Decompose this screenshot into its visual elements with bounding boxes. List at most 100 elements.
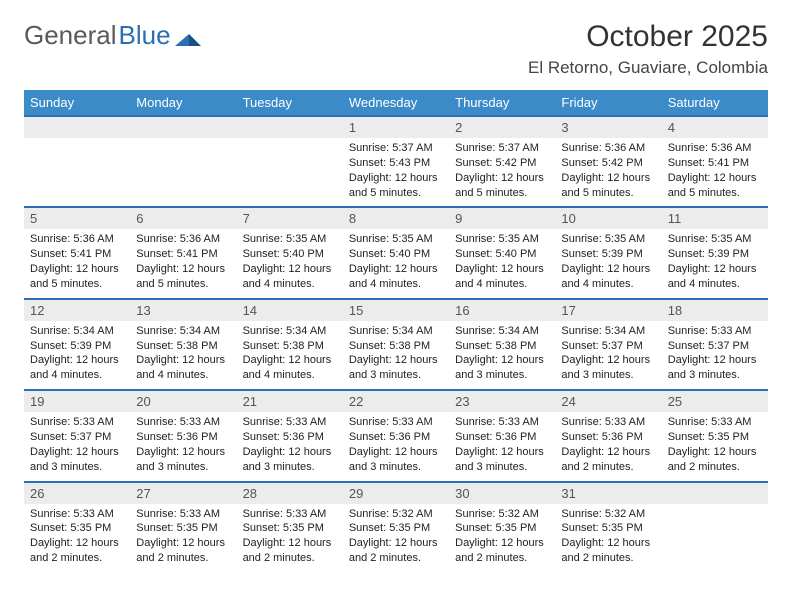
calendar-cell: 19Sunrise: 5:33 AMSunset: 5:37 PMDayligh… xyxy=(24,390,130,481)
calendar-week-row: 19Sunrise: 5:33 AMSunset: 5:37 PMDayligh… xyxy=(24,390,768,481)
sunset-text: Sunset: 5:36 PM xyxy=(136,430,230,445)
day-number: 9 xyxy=(449,208,555,229)
sunrise-text: Sunrise: 5:35 AM xyxy=(561,232,655,247)
day-number: 21 xyxy=(237,391,343,412)
daylight-text: Daylight: 12 hours and 4 minutes. xyxy=(30,353,124,383)
cell-body: Sunrise: 5:33 AMSunset: 5:35 PMDaylight:… xyxy=(237,504,343,572)
sunrise-text: Sunrise: 5:35 AM xyxy=(668,232,762,247)
calendar-cell: 23Sunrise: 5:33 AMSunset: 5:36 PMDayligh… xyxy=(449,390,555,481)
calendar-cell: 11Sunrise: 5:35 AMSunset: 5:39 PMDayligh… xyxy=(662,207,768,298)
calendar-cell xyxy=(130,116,236,207)
day-number: 11 xyxy=(662,208,768,229)
sunset-text: Sunset: 5:35 PM xyxy=(30,521,124,536)
calendar-week-row: 5Sunrise: 5:36 AMSunset: 5:41 PMDaylight… xyxy=(24,207,768,298)
cell-body: Sunrise: 5:34 AMSunset: 5:39 PMDaylight:… xyxy=(24,321,130,389)
cell-body: Sunrise: 5:35 AMSunset: 5:40 PMDaylight:… xyxy=(343,229,449,297)
calendar-cell: 4Sunrise: 5:36 AMSunset: 5:41 PMDaylight… xyxy=(662,116,768,207)
daylight-text: Daylight: 12 hours and 3 minutes. xyxy=(243,445,337,475)
logo-mark-icon xyxy=(175,26,203,46)
calendar-week-row: 26Sunrise: 5:33 AMSunset: 5:35 PMDayligh… xyxy=(24,482,768,572)
calendar-cell: 18Sunrise: 5:33 AMSunset: 5:37 PMDayligh… xyxy=(662,299,768,390)
sunset-text: Sunset: 5:41 PM xyxy=(668,156,762,171)
sunset-text: Sunset: 5:37 PM xyxy=(668,339,762,354)
day-number: 12 xyxy=(24,300,130,321)
calendar-cell: 6Sunrise: 5:36 AMSunset: 5:41 PMDaylight… xyxy=(130,207,236,298)
calendar-cell: 28Sunrise: 5:33 AMSunset: 5:35 PMDayligh… xyxy=(237,482,343,572)
cell-body: Sunrise: 5:35 AMSunset: 5:39 PMDaylight:… xyxy=(555,229,661,297)
location-text: El Retorno, Guaviare, Colombia xyxy=(528,58,768,78)
weekday-header: Tuesday xyxy=(237,90,343,116)
sunrise-text: Sunrise: 5:33 AM xyxy=(668,415,762,430)
daylight-text: Daylight: 12 hours and 3 minutes. xyxy=(455,353,549,383)
daylight-text: Daylight: 12 hours and 4 minutes. xyxy=(349,262,443,292)
calendar-cell xyxy=(237,116,343,207)
day-number: 24 xyxy=(555,391,661,412)
sunset-text: Sunset: 5:37 PM xyxy=(561,339,655,354)
cell-body: Sunrise: 5:33 AMSunset: 5:35 PMDaylight:… xyxy=(24,504,130,572)
weekday-header: Saturday xyxy=(662,90,768,116)
cell-body: Sunrise: 5:35 AMSunset: 5:40 PMDaylight:… xyxy=(237,229,343,297)
sunset-text: Sunset: 5:38 PM xyxy=(349,339,443,354)
calendar-cell: 13Sunrise: 5:34 AMSunset: 5:38 PMDayligh… xyxy=(130,299,236,390)
daylight-text: Daylight: 12 hours and 4 minutes. xyxy=(243,353,337,383)
calendar-head: SundayMondayTuesdayWednesdayThursdayFrid… xyxy=(24,90,768,116)
calendar-cell: 24Sunrise: 5:33 AMSunset: 5:36 PMDayligh… xyxy=(555,390,661,481)
daylight-text: Daylight: 12 hours and 3 minutes. xyxy=(136,445,230,475)
cell-body: Sunrise: 5:33 AMSunset: 5:37 PMDaylight:… xyxy=(24,412,130,480)
day-number: 1 xyxy=(343,117,449,138)
daylight-text: Daylight: 12 hours and 2 minutes. xyxy=(30,536,124,566)
calendar-cell: 14Sunrise: 5:34 AMSunset: 5:38 PMDayligh… xyxy=(237,299,343,390)
cell-body: Sunrise: 5:33 AMSunset: 5:35 PMDaylight:… xyxy=(130,504,236,572)
cell-body: Sunrise: 5:34 AMSunset: 5:38 PMDaylight:… xyxy=(130,321,236,389)
sunrise-text: Sunrise: 5:36 AM xyxy=(668,141,762,156)
sunrise-text: Sunrise: 5:34 AM xyxy=(136,324,230,339)
calendar-cell: 7Sunrise: 5:35 AMSunset: 5:40 PMDaylight… xyxy=(237,207,343,298)
cell-body: Sunrise: 5:36 AMSunset: 5:41 PMDaylight:… xyxy=(662,138,768,206)
daylight-text: Daylight: 12 hours and 4 minutes. xyxy=(243,262,337,292)
weekday-header: Thursday xyxy=(449,90,555,116)
sunset-text: Sunset: 5:38 PM xyxy=(455,339,549,354)
sunset-text: Sunset: 5:40 PM xyxy=(455,247,549,262)
day-number: 25 xyxy=(662,391,768,412)
calendar-table: SundayMondayTuesdayWednesdayThursdayFrid… xyxy=(24,90,768,572)
daylight-text: Daylight: 12 hours and 5 minutes. xyxy=(561,171,655,201)
daylight-text: Daylight: 12 hours and 3 minutes. xyxy=(30,445,124,475)
cell-body: Sunrise: 5:34 AMSunset: 5:38 PMDaylight:… xyxy=(343,321,449,389)
title-block: October 2025 El Retorno, Guaviare, Colom… xyxy=(528,20,768,78)
day-number: 31 xyxy=(555,483,661,504)
daylight-text: Daylight: 12 hours and 2 minutes. xyxy=(136,536,230,566)
sunset-text: Sunset: 5:36 PM xyxy=(243,430,337,445)
day-number xyxy=(237,117,343,138)
calendar-cell: 1Sunrise: 5:37 AMSunset: 5:43 PMDaylight… xyxy=(343,116,449,207)
daylight-text: Daylight: 12 hours and 4 minutes. xyxy=(455,262,549,292)
daylight-text: Daylight: 12 hours and 5 minutes. xyxy=(30,262,124,292)
calendar-cell: 17Sunrise: 5:34 AMSunset: 5:37 PMDayligh… xyxy=(555,299,661,390)
daylight-text: Daylight: 12 hours and 2 minutes. xyxy=(561,445,655,475)
sunset-text: Sunset: 5:40 PM xyxy=(243,247,337,262)
sunrise-text: Sunrise: 5:37 AM xyxy=(455,141,549,156)
cell-body: Sunrise: 5:36 AMSunset: 5:41 PMDaylight:… xyxy=(130,229,236,297)
day-number: 20 xyxy=(130,391,236,412)
calendar-cell: 26Sunrise: 5:33 AMSunset: 5:35 PMDayligh… xyxy=(24,482,130,572)
daylight-text: Daylight: 12 hours and 3 minutes. xyxy=(349,445,443,475)
calendar-cell: 21Sunrise: 5:33 AMSunset: 5:36 PMDayligh… xyxy=(237,390,343,481)
daylight-text: Daylight: 12 hours and 3 minutes. xyxy=(668,353,762,383)
sunrise-text: Sunrise: 5:34 AM xyxy=(561,324,655,339)
cell-body: Sunrise: 5:36 AMSunset: 5:42 PMDaylight:… xyxy=(555,138,661,206)
day-number: 17 xyxy=(555,300,661,321)
sunset-text: Sunset: 5:42 PM xyxy=(561,156,655,171)
calendar-cell xyxy=(662,482,768,572)
day-number: 29 xyxy=(343,483,449,504)
day-number: 7 xyxy=(237,208,343,229)
sunrise-text: Sunrise: 5:33 AM xyxy=(455,415,549,430)
day-number: 3 xyxy=(555,117,661,138)
sunset-text: Sunset: 5:36 PM xyxy=(561,430,655,445)
daylight-text: Daylight: 12 hours and 4 minutes. xyxy=(136,353,230,383)
cell-body: Sunrise: 5:36 AMSunset: 5:41 PMDaylight:… xyxy=(24,229,130,297)
sunset-text: Sunset: 5:35 PM xyxy=(561,521,655,536)
daylight-text: Daylight: 12 hours and 2 minutes. xyxy=(349,536,443,566)
sunset-text: Sunset: 5:40 PM xyxy=(349,247,443,262)
day-number: 30 xyxy=(449,483,555,504)
daylight-text: Daylight: 12 hours and 2 minutes. xyxy=(243,536,337,566)
sunrise-text: Sunrise: 5:33 AM xyxy=(668,324,762,339)
